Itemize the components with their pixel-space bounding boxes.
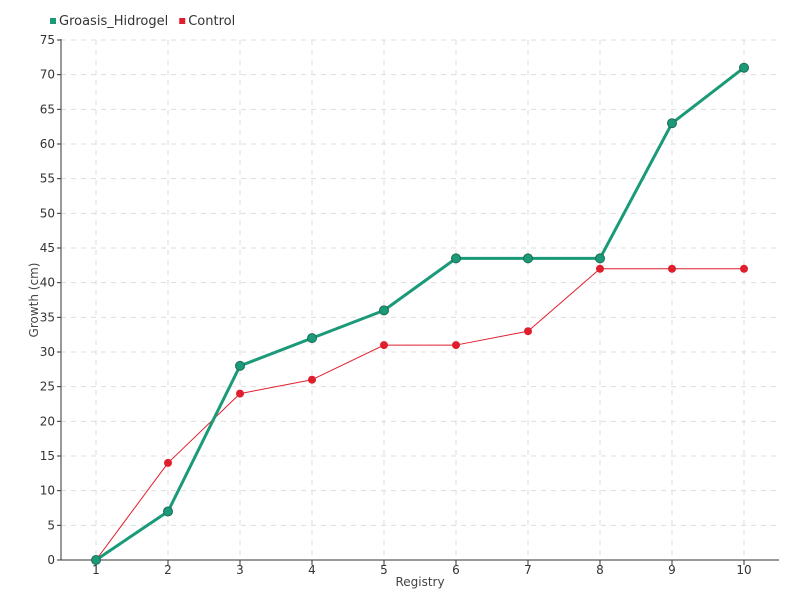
legend-label-groasis-hidrogel: Groasis_Hidrogel — [59, 14, 168, 29]
y-tick-label: 30 — [40, 345, 55, 359]
data-point — [236, 389, 244, 398]
data-point — [524, 327, 532, 336]
data-point — [452, 341, 460, 350]
y-tick-label: 40 — [40, 276, 55, 290]
data-point — [379, 305, 389, 316]
data-point — [595, 253, 605, 264]
x-tick-label: 1 — [92, 563, 100, 577]
series-control — [92, 264, 748, 564]
y-tick-label: 5 — [47, 518, 55, 532]
data-point — [91, 555, 101, 565]
y-tick-label: 15 — [40, 449, 55, 463]
data-point — [668, 264, 676, 273]
data-point — [380, 341, 388, 350]
y-tick-label: 10 — [40, 484, 55, 498]
y-tick-label: 70 — [40, 68, 55, 82]
data-point — [235, 360, 245, 371]
data-point — [163, 506, 173, 517]
y-tick-label: 60 — [40, 137, 55, 151]
x-tick-label: 4 — [308, 563, 316, 577]
x-tick-label: 6 — [452, 563, 460, 577]
legend-swatch-groasis-hidrogel — [50, 18, 56, 24]
y-tick-label: 50 — [40, 206, 55, 220]
series-line — [95, 66, 745, 562]
y-tick-label: 55 — [40, 172, 55, 186]
y-tick-label: 0 — [47, 553, 55, 567]
x-tick-label: 7 — [524, 563, 532, 577]
axes — [60, 39, 779, 561]
y-tick-label: 25 — [40, 380, 55, 394]
data-point — [164, 458, 172, 467]
series-groasis-hidrogel — [91, 62, 749, 565]
legend-label-control: Control — [188, 14, 235, 29]
data-point — [307, 333, 317, 344]
data-point — [308, 375, 316, 384]
x-tick-label: 9 — [668, 563, 676, 577]
series-line — [95, 268, 744, 561]
y-tick-labels: 0 5 10 15 20 25 30 35 40 45 50 55 60 65 70 75 — [40, 33, 61, 567]
y-axis-title: Growth (cm) — [27, 263, 41, 338]
x-tick-label: 3 — [236, 563, 244, 577]
x-tick-label: 2 — [164, 563, 172, 577]
x-tick-labels: 1 2 3 4 5 6 7 8 9 10 — [92, 560, 752, 577]
y-tick-label: 45 — [40, 241, 55, 255]
y-tick-label: 65 — [40, 102, 55, 116]
x-tick-label: 8 — [596, 563, 604, 577]
data-point — [740, 264, 748, 273]
data-point — [667, 118, 677, 129]
legend-swatch-control — [179, 18, 186, 24]
y-tick-label: 75 — [40, 33, 55, 47]
x-axis-title: Registry — [395, 575, 444, 589]
series — [91, 62, 749, 565]
data-point — [739, 62, 749, 73]
y-tick-label: 20 — [40, 414, 55, 428]
grid-lines — [61, 39, 779, 560]
legend: Groasis_Hidrogel Control — [50, 14, 235, 29]
x-tick-label: 5 — [380, 563, 388, 577]
x-tick-label: 10 — [736, 563, 751, 577]
y-tick-label: 35 — [40, 310, 55, 324]
data-point — [523, 253, 533, 264]
data-point — [451, 253, 461, 264]
data-point — [596, 264, 604, 273]
